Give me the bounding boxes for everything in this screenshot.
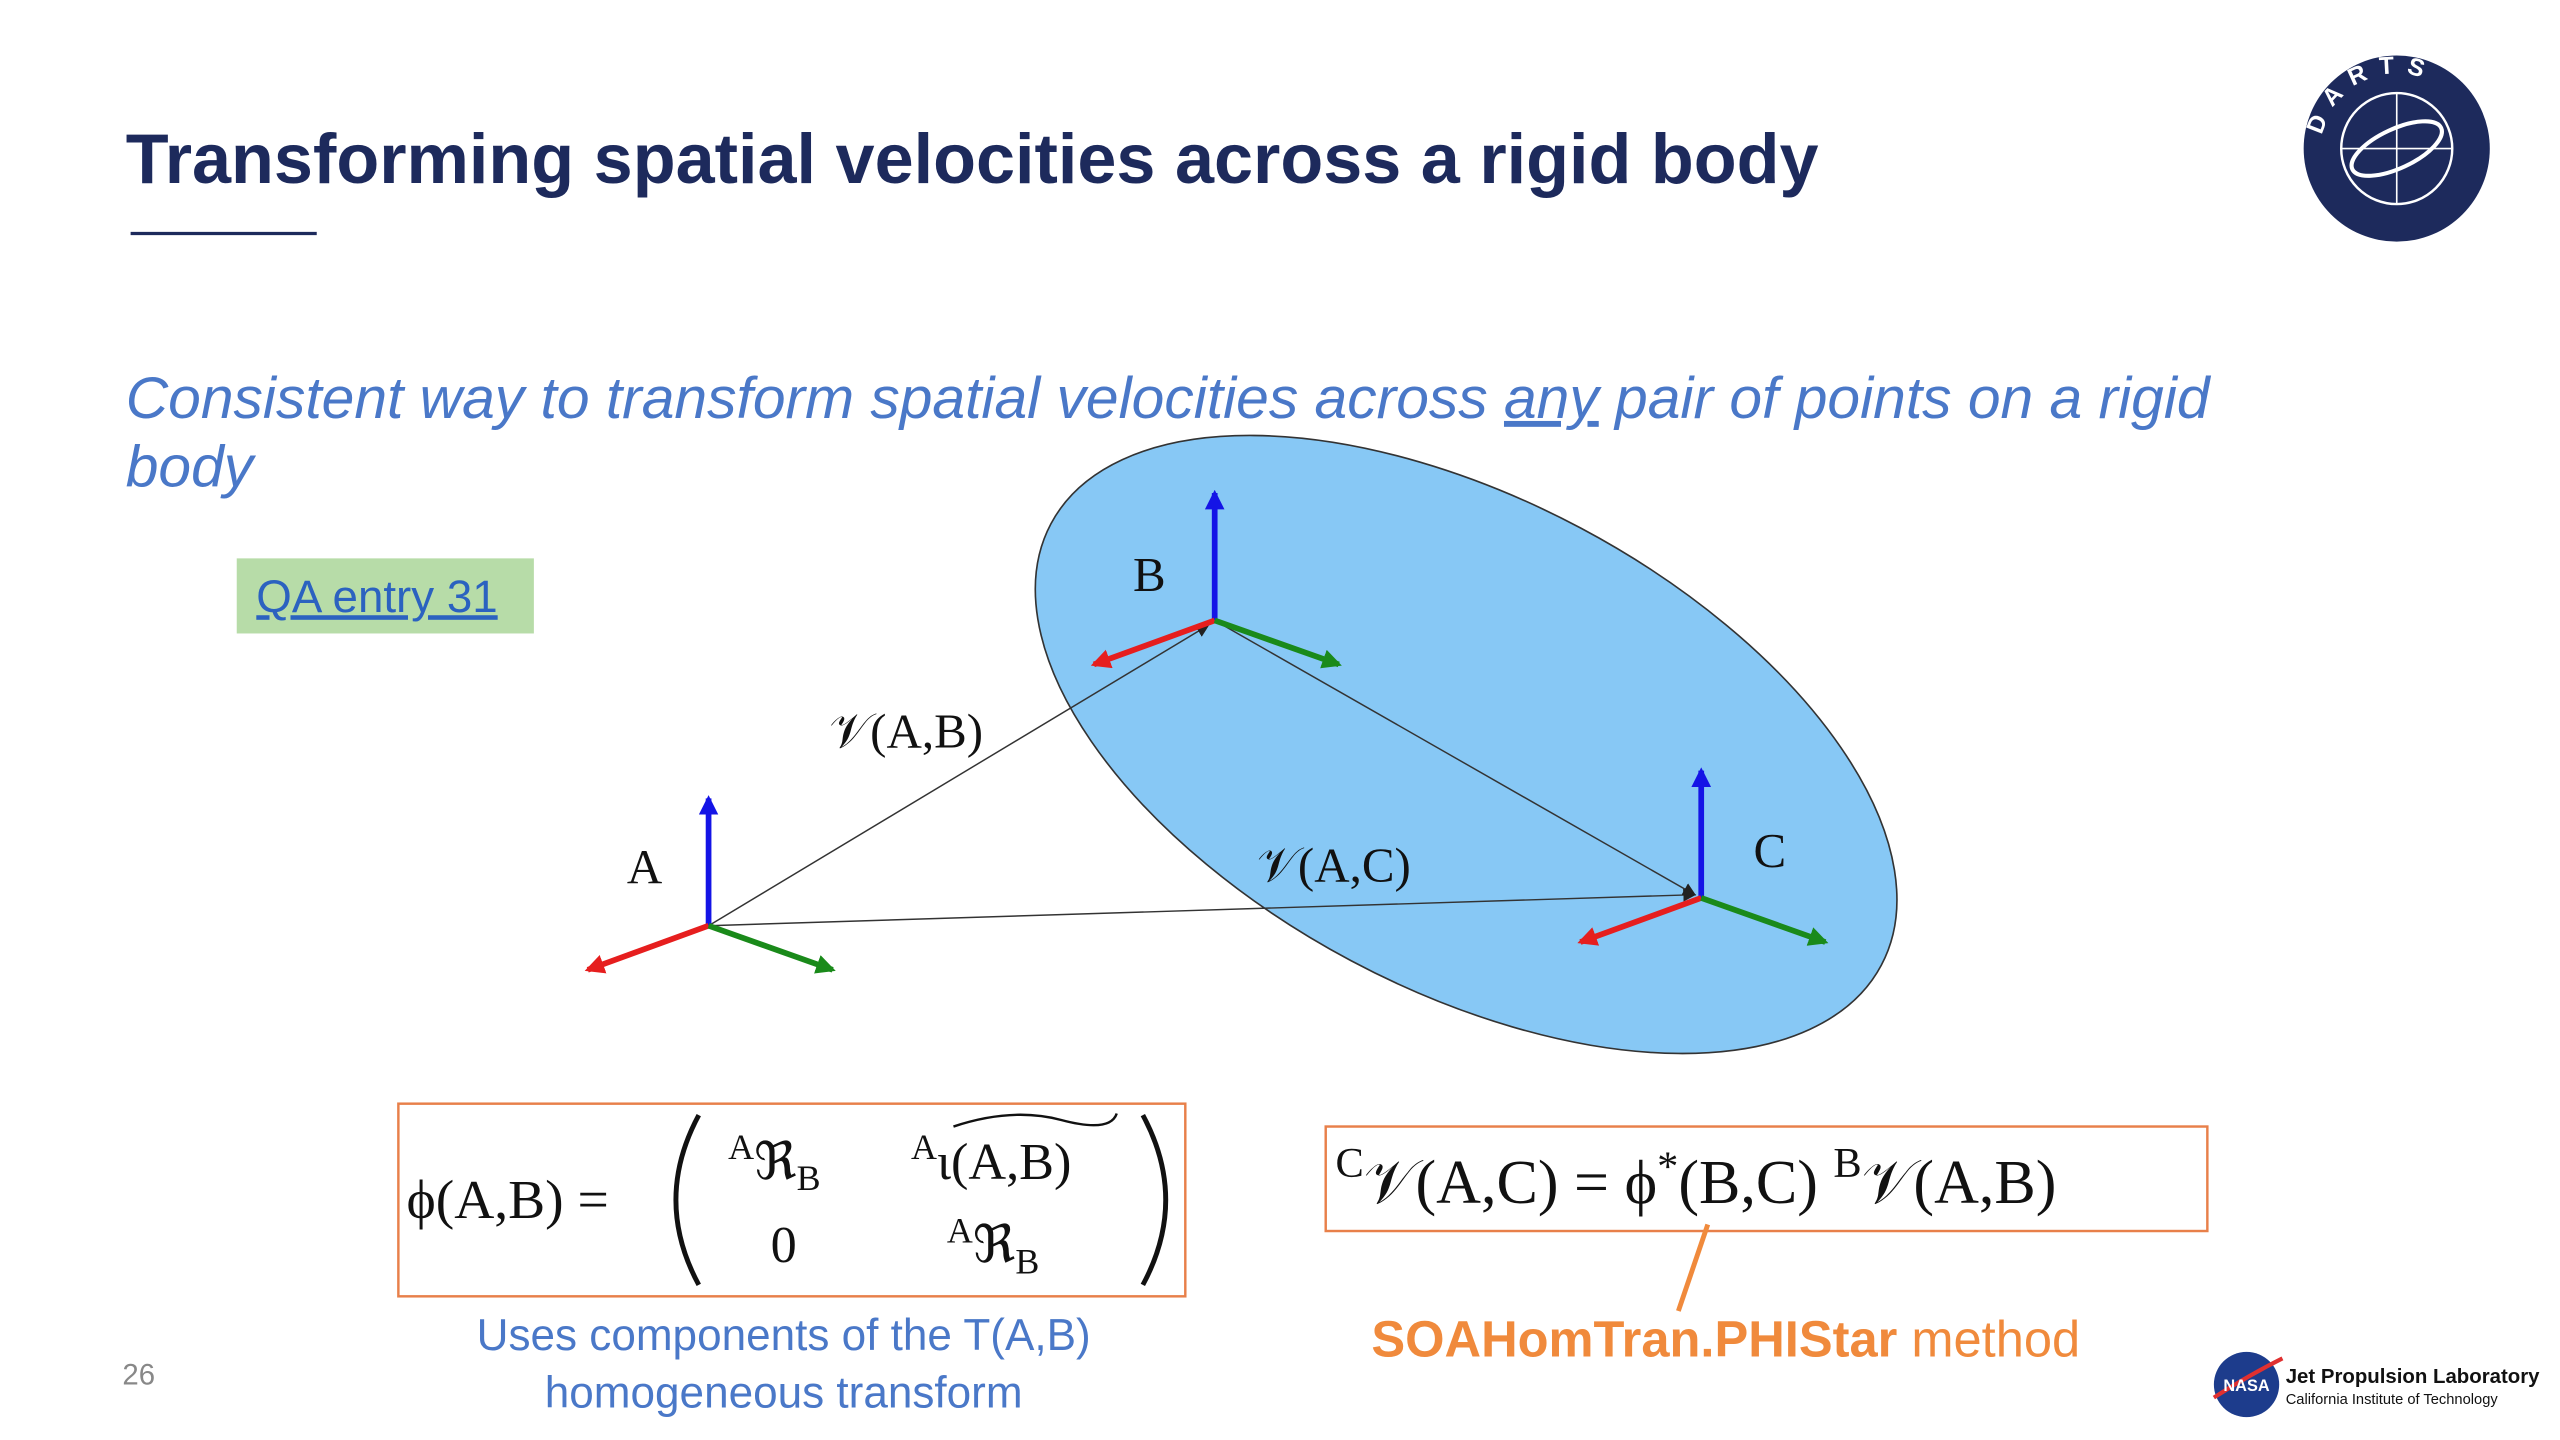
matrix-cell: AℜB xyxy=(728,1127,820,1198)
edge-label: 𝒱(A,B) xyxy=(829,704,983,759)
qa-link[interactable]: QA entry 31 xyxy=(236,558,534,634)
frame-b xyxy=(1090,489,1342,669)
institute-name: California Institute of Technology xyxy=(2286,1392,2499,1408)
formula-sup: C xyxy=(1336,1140,1364,1187)
matrix-cell: Aι(A,B) xyxy=(911,1127,1071,1191)
formula-sup: * xyxy=(1657,1143,1678,1190)
method-name: SOAHomTran.PHIStar xyxy=(1371,1311,1897,1368)
matrix-cell: 0 xyxy=(771,1216,797,1274)
point-label: C xyxy=(1753,823,1786,878)
tilde xyxy=(953,1112,1118,1128)
callout-line xyxy=(1676,1223,1711,1312)
point-label: B xyxy=(1133,547,1166,602)
link-background xyxy=(236,558,534,634)
link-text[interactable]: QA entry 31 xyxy=(256,571,497,622)
frame-c xyxy=(1577,767,1829,946)
cell-sup: A xyxy=(728,1127,754,1167)
matrix-cell: AℜB xyxy=(947,1210,1039,1281)
matrix-bracket xyxy=(1140,1113,1169,1287)
logo-orbit xyxy=(2349,119,2444,178)
method-suffix: method xyxy=(1897,1311,2080,1368)
subtitle-text: Consistent way to transform spatial velo… xyxy=(126,366,1504,431)
subtitle: Consistent way to transform spatial velo… xyxy=(126,366,2212,431)
axis-x xyxy=(584,923,710,974)
cell-sup: A xyxy=(911,1127,937,1167)
edge-label: 𝒱(A,C) xyxy=(1257,838,1411,893)
formula-phi: ϕ(A,B) = AℜB Aι(A,B) 0 AℜB Uses componen… xyxy=(397,1102,1187,1417)
axis-y xyxy=(1700,895,1829,946)
formula-text: C𝒱(A,C) = ϕ*(B,C) B𝒱(A,B) xyxy=(1336,1140,2057,1217)
formula-phistar: C𝒱(A,C) = ϕ*(B,C) B𝒱(A,B) SOAHomTran.PHI… xyxy=(1324,1125,2209,1368)
slide-title: Transforming spatial velocities across a… xyxy=(126,119,1819,198)
axis-x xyxy=(1090,617,1216,669)
matrix-bracket xyxy=(673,1113,701,1287)
formula-box xyxy=(1324,1125,2209,1233)
rigid-body xyxy=(1034,434,1898,1055)
formula-lhs: ϕ(A,B) = xyxy=(407,1170,609,1231)
cell-base: ι(A,B) xyxy=(937,1133,1071,1191)
formula-part: (B,C) xyxy=(1678,1149,1833,1217)
nasa-text: NASA xyxy=(2223,1377,2269,1395)
method-caption: SOAHomTran.PHIStar method xyxy=(1371,1311,2080,1368)
formula-part: 𝒱(A,C) = ϕ xyxy=(1364,1149,1657,1217)
vector-ac xyxy=(708,888,1697,927)
formula-caption: homogeneous transform xyxy=(545,1368,1023,1417)
nasa-swoosh xyxy=(2212,1356,2284,1400)
lab-name: Jet Propulsion Laboratory xyxy=(2286,1366,2540,1388)
point-label: A xyxy=(627,839,662,894)
subtitle-emphasis: any xyxy=(1504,366,1602,431)
subtitle-continuation: body xyxy=(126,435,257,500)
vector-ab xyxy=(708,624,1210,927)
formula-part: 𝒱(A,B) xyxy=(1862,1149,2057,1217)
axis-y xyxy=(707,923,836,974)
page-number: 26 xyxy=(122,1358,155,1391)
axis-y xyxy=(1213,617,1342,669)
darts-logo: DARTS xyxy=(2302,52,2490,242)
subtitle-text: pair of points on a rigid xyxy=(1599,366,2212,431)
cell-base: ℜ xyxy=(754,1133,797,1191)
formula-caption: Uses components of the T(A,B) xyxy=(477,1311,1091,1360)
frame-a xyxy=(584,795,836,974)
cell-base: ℜ xyxy=(973,1216,1016,1274)
vector-bc xyxy=(1214,619,1697,896)
rigid-body-diagram: A B C 𝒱(A,B) 𝒱(A,C) xyxy=(584,434,1898,1055)
formula-box xyxy=(397,1102,1187,1298)
cell-sub: B xyxy=(1015,1241,1039,1281)
cell-sub: B xyxy=(797,1158,821,1198)
jpl-logo: NASA Jet Propulsion Laboratory Californi… xyxy=(2212,1351,2540,1418)
axis-x xyxy=(1577,895,1703,946)
formula-sup: B xyxy=(1833,1140,1861,1187)
cell-sup: A xyxy=(947,1210,973,1250)
